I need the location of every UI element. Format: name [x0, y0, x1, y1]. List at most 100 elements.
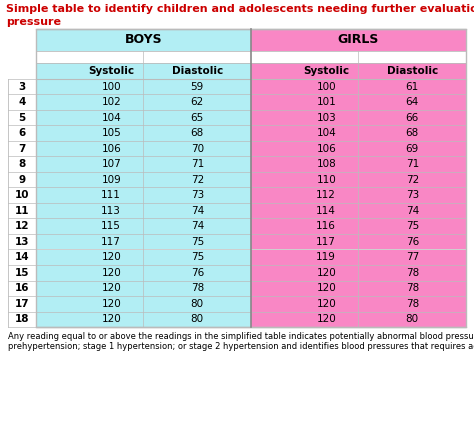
Text: 117: 117 — [316, 237, 336, 247]
Bar — [251, 156, 466, 172]
Bar — [36, 203, 251, 218]
Bar — [251, 172, 466, 187]
Text: 104: 104 — [316, 128, 336, 138]
Bar — [36, 156, 251, 172]
Bar — [251, 29, 466, 51]
Bar — [251, 187, 466, 203]
Text: 100: 100 — [317, 82, 336, 92]
Text: 116: 116 — [316, 221, 336, 231]
Text: 120: 120 — [101, 268, 121, 278]
Text: 75: 75 — [191, 252, 204, 262]
Bar — [36, 281, 251, 296]
Text: 110: 110 — [316, 175, 336, 185]
Bar — [36, 29, 466, 327]
Text: 71: 71 — [191, 159, 204, 169]
Text: 5: 5 — [18, 113, 26, 123]
Bar — [36, 234, 251, 250]
Bar — [251, 234, 466, 250]
Text: 66: 66 — [406, 113, 419, 123]
Text: 120: 120 — [316, 268, 336, 278]
Text: 100: 100 — [101, 82, 121, 92]
Text: 10: 10 — [15, 190, 29, 200]
Text: 7: 7 — [18, 144, 26, 154]
Text: 72: 72 — [406, 175, 419, 185]
Text: Systolic: Systolic — [88, 66, 134, 76]
Text: 111: 111 — [101, 190, 121, 200]
Bar — [36, 29, 251, 51]
Text: 101: 101 — [316, 97, 336, 107]
Text: 77: 77 — [406, 252, 419, 262]
Text: 14: 14 — [15, 252, 29, 262]
Text: 120: 120 — [101, 314, 121, 324]
Text: 120: 120 — [101, 252, 121, 262]
Text: 106: 106 — [101, 144, 121, 154]
Text: pressure: pressure — [6, 17, 61, 27]
Text: 112: 112 — [316, 190, 336, 200]
Text: 120: 120 — [316, 314, 336, 324]
Text: prehypertension; stage 1 hypertension; or stage 2 hypertension and identifies bl: prehypertension; stage 1 hypertension; o… — [8, 342, 474, 351]
Bar — [36, 51, 466, 63]
Text: 4: 4 — [18, 97, 26, 107]
Text: 61: 61 — [406, 82, 419, 92]
Text: 108: 108 — [316, 159, 336, 169]
Text: 76: 76 — [406, 237, 419, 247]
Bar — [36, 312, 251, 327]
Text: 120: 120 — [101, 299, 121, 309]
Text: 120: 120 — [316, 299, 336, 309]
Text: Diastolic: Diastolic — [387, 66, 438, 76]
Text: 104: 104 — [101, 113, 121, 123]
Text: Systolic: Systolic — [303, 66, 349, 76]
Text: 73: 73 — [191, 190, 204, 200]
Text: 9: 9 — [18, 175, 26, 185]
Bar — [36, 172, 251, 187]
Bar — [251, 312, 466, 327]
Text: 103: 103 — [316, 113, 336, 123]
Bar — [36, 296, 251, 312]
Bar — [251, 218, 466, 234]
Text: 80: 80 — [191, 314, 204, 324]
Text: 78: 78 — [406, 268, 419, 278]
Bar — [36, 110, 251, 126]
Text: 74: 74 — [406, 206, 419, 216]
Bar — [36, 126, 251, 141]
Bar — [251, 296, 466, 312]
Text: 109: 109 — [101, 175, 121, 185]
Text: 78: 78 — [191, 283, 204, 293]
Bar — [251, 203, 466, 218]
Text: 75: 75 — [191, 237, 204, 247]
Text: 107: 107 — [101, 159, 121, 169]
Text: 64: 64 — [406, 97, 419, 107]
Text: Diastolic: Diastolic — [172, 66, 223, 76]
Bar — [251, 281, 466, 296]
Text: 70: 70 — [191, 144, 204, 154]
Text: 6: 6 — [18, 128, 26, 138]
Text: 106: 106 — [316, 144, 336, 154]
Text: Simple table to identify children and adolescents needing further evaluation of : Simple table to identify children and ad… — [6, 4, 474, 14]
Text: BOYS: BOYS — [125, 33, 162, 47]
Bar — [251, 265, 466, 281]
Text: 16: 16 — [15, 283, 29, 293]
Text: 120: 120 — [101, 283, 121, 293]
Bar — [251, 63, 466, 79]
Text: 78: 78 — [406, 283, 419, 293]
Bar — [251, 141, 466, 156]
Text: 3: 3 — [18, 82, 26, 92]
Text: 68: 68 — [406, 128, 419, 138]
Text: 13: 13 — [15, 237, 29, 247]
Bar — [36, 79, 251, 95]
Text: 62: 62 — [191, 97, 204, 107]
Text: 8: 8 — [18, 159, 26, 169]
Text: 75: 75 — [406, 221, 419, 231]
Bar — [36, 63, 251, 79]
Text: 113: 113 — [101, 206, 121, 216]
Text: 17: 17 — [15, 299, 29, 309]
Text: 80: 80 — [406, 314, 419, 324]
Text: 71: 71 — [406, 159, 419, 169]
Text: 74: 74 — [191, 221, 204, 231]
Text: 74: 74 — [191, 206, 204, 216]
Text: 15: 15 — [15, 268, 29, 278]
Bar — [251, 126, 466, 141]
Bar — [36, 95, 251, 110]
Text: 117: 117 — [101, 237, 121, 247]
Text: 69: 69 — [406, 144, 419, 154]
